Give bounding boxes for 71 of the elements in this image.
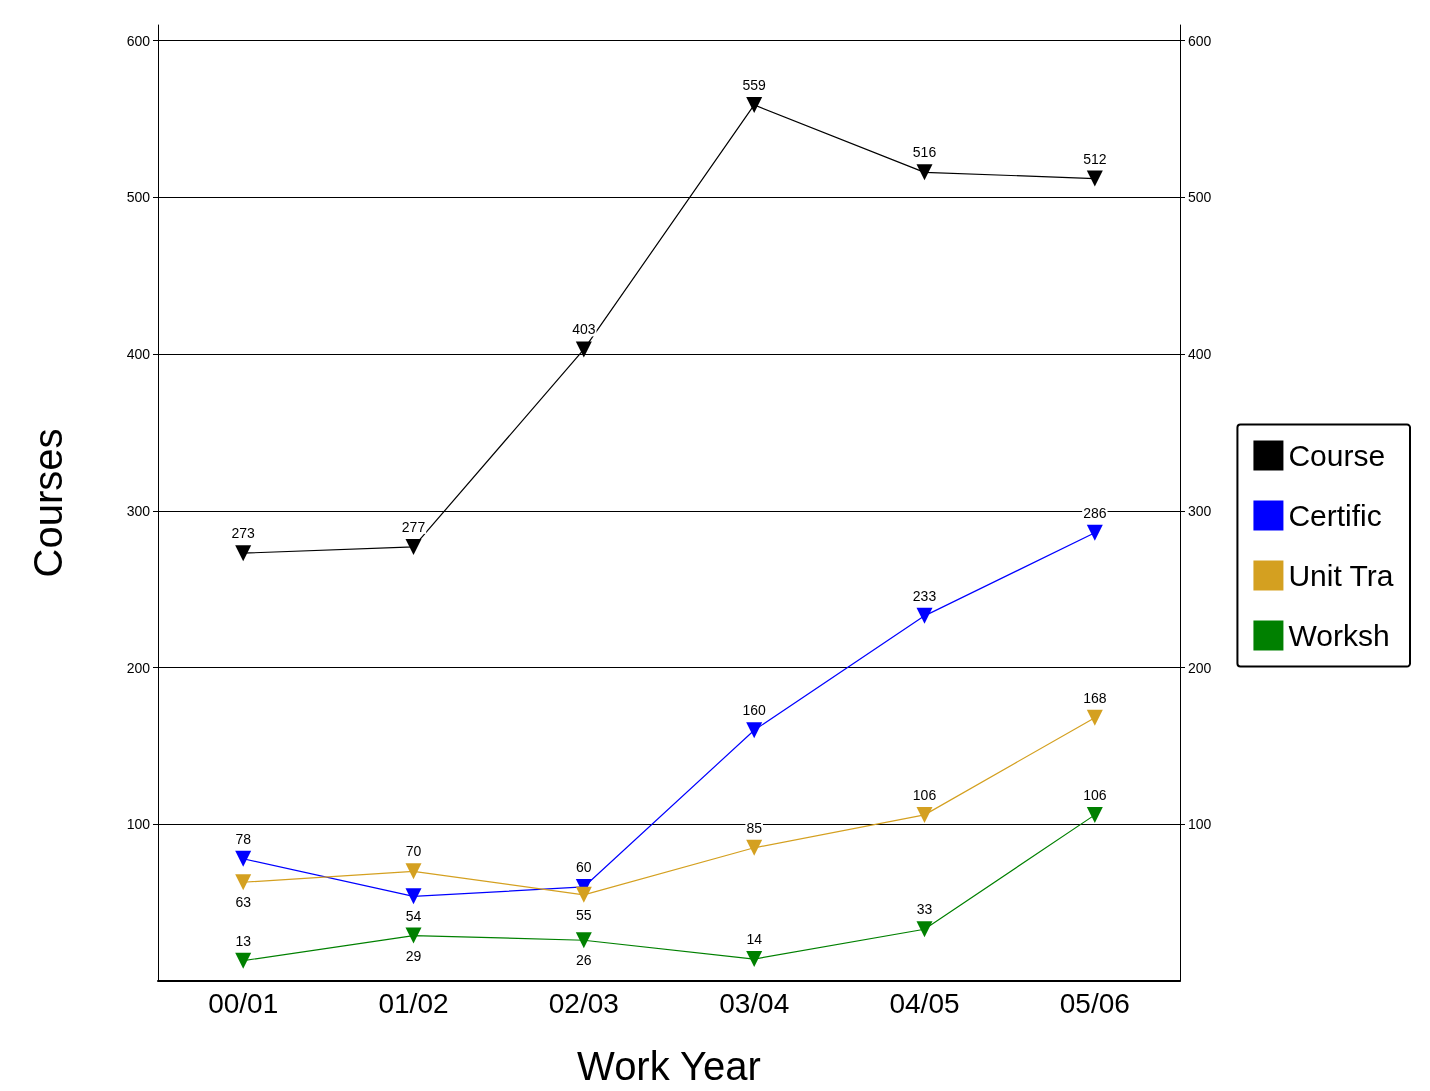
data-label: 55 — [576, 906, 592, 923]
data-label: 233 — [912, 587, 937, 604]
point — [916, 806, 933, 823]
point — [1086, 170, 1103, 187]
data-label: 54 — [405, 908, 422, 925]
point — [235, 850, 252, 867]
y-tick-label: 100 — [126, 816, 151, 833]
data-label: 106 — [912, 786, 937, 803]
point — [405, 927, 422, 944]
data-label: 168 — [1083, 689, 1107, 706]
point — [746, 96, 763, 113]
y-tick-label: 600 — [126, 32, 151, 49]
y-tick-label: 400 — [126, 346, 151, 363]
point — [405, 888, 422, 905]
legend-label: Unit Tra — [1288, 559, 1394, 592]
point — [746, 839, 763, 856]
x-tick-label: 02/03 — [548, 987, 619, 1019]
data-label: 33 — [916, 901, 933, 918]
data-label: 13 — [235, 932, 252, 949]
data-label: 286 — [1083, 504, 1107, 521]
data-label: 63 — [235, 894, 252, 911]
data-label: 78 — [235, 830, 252, 847]
legend-label: Course — [1288, 439, 1386, 472]
point — [235, 952, 252, 969]
point — [916, 921, 933, 938]
y2-tick-label: 600 — [1188, 32, 1212, 49]
y2-tick-label: 300 — [1188, 502, 1212, 519]
data-label: 26 — [576, 952, 592, 969]
data-label: 512 — [1083, 150, 1107, 167]
point — [1086, 709, 1103, 726]
data-label: 559 — [742, 76, 767, 93]
x-tick-label: 01/02 — [378, 987, 449, 1019]
point — [405, 538, 422, 555]
point — [746, 951, 763, 968]
x-tick-label: 05/06 — [1059, 987, 1130, 1019]
point — [405, 863, 422, 880]
y-axis-title: Courses — [26, 428, 70, 578]
y2-tick-label: 400 — [1188, 346, 1212, 363]
point — [235, 874, 252, 891]
point — [1086, 524, 1103, 541]
data-label: 516 — [912, 144, 937, 161]
y2-tick-label: 500 — [1188, 189, 1212, 206]
legend-label: Certific — [1288, 499, 1382, 532]
point — [916, 607, 933, 624]
point — [1086, 806, 1103, 823]
point — [575, 341, 592, 358]
data-label: 277 — [401, 518, 426, 535]
x-tick-label: 04/05 — [889, 987, 960, 1019]
data-label: 14 — [746, 931, 763, 948]
legend-label: Worksh — [1288, 619, 1390, 652]
y-tick-label: 500 — [126, 189, 151, 206]
data-label: 85 — [746, 819, 763, 836]
point — [575, 932, 592, 949]
y-tick-label: 300 — [126, 502, 151, 519]
data-label: 403 — [572, 321, 596, 338]
data-label: 29 — [405, 947, 422, 964]
x-tick-label: 00/01 — [208, 987, 279, 1019]
point — [916, 164, 933, 181]
y-tick-label: 200 — [126, 659, 151, 676]
point — [575, 886, 592, 903]
x-tick-label: 03/04 — [719, 987, 790, 1019]
y2-tick-label: 100 — [1188, 816, 1212, 833]
data-label: 70 — [405, 843, 422, 860]
data-label: 106 — [1083, 786, 1107, 803]
data-label: 160 — [742, 702, 767, 719]
data-label: 273 — [231, 525, 256, 542]
data-label: 60 — [576, 858, 592, 875]
x-axis-title: Work Year — [577, 1044, 761, 1088]
point — [746, 722, 763, 739]
y2-tick-label: 200 — [1188, 659, 1212, 676]
point — [235, 545, 252, 562]
